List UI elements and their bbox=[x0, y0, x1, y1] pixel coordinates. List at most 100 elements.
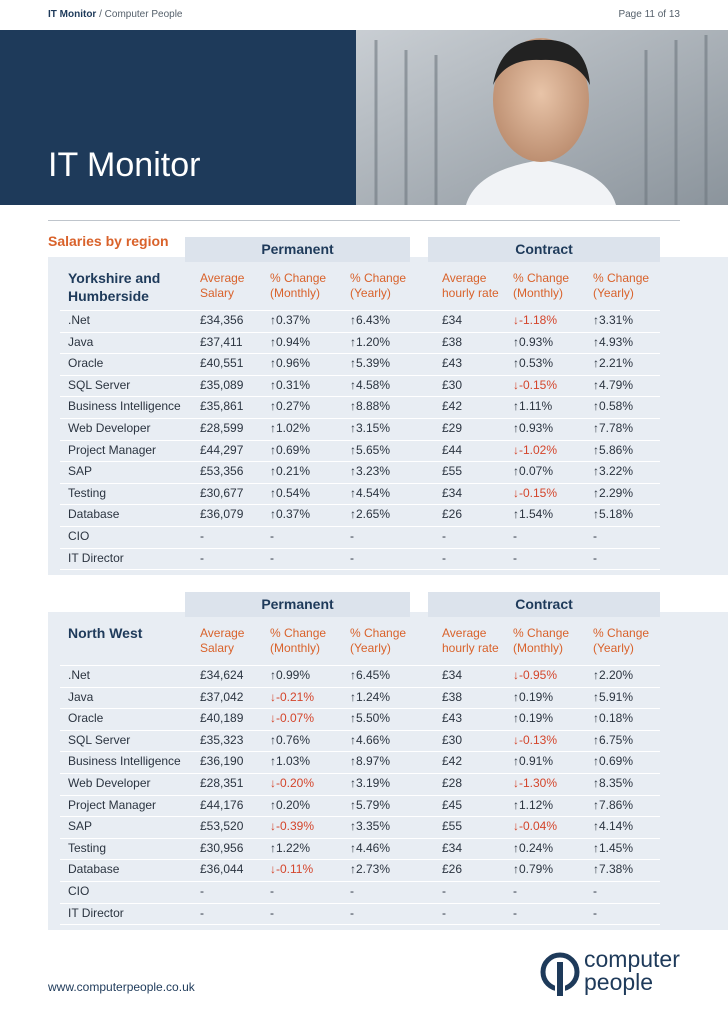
row-separator bbox=[60, 794, 660, 796]
table-cell: - bbox=[513, 905, 517, 920]
table-cell: £45 bbox=[442, 797, 463, 812]
table-cell: ↑0.19% bbox=[513, 711, 554, 726]
table-cell: ↑1.22% bbox=[270, 840, 311, 855]
hair bbox=[493, 39, 590, 85]
table-cell: ↑2.29% bbox=[593, 485, 634, 500]
table-cell: ↑0.53% bbox=[513, 356, 554, 371]
column-header: % Change (Monthly) bbox=[513, 271, 570, 300]
table-cell: £35,861 bbox=[200, 399, 244, 414]
row-label: IT Director bbox=[68, 550, 124, 565]
row-label: Database bbox=[68, 862, 120, 877]
table-cell: £34 bbox=[442, 485, 463, 500]
row-separator bbox=[60, 902, 660, 904]
table-cell: ↑3.31% bbox=[593, 313, 634, 327]
table-cell: ↑5.50% bbox=[350, 711, 391, 726]
shirt bbox=[466, 160, 616, 205]
table-cell: £34 bbox=[442, 668, 463, 682]
row-separator bbox=[60, 881, 660, 882]
column-header: % Change (Yearly) bbox=[593, 626, 650, 655]
table-cell: ↑7.86% bbox=[593, 797, 634, 812]
logo-line: people bbox=[584, 969, 654, 995]
table-cell: £28 bbox=[442, 776, 463, 790]
column-header: Average hourly rate bbox=[442, 271, 499, 300]
table-cell: £36,044 bbox=[200, 862, 244, 877]
table-cell: ↑0.69% bbox=[593, 754, 634, 769]
table-cell: £28,351 bbox=[200, 776, 244, 790]
table-cell: ↓-0.04% bbox=[513, 819, 558, 834]
table-cell: £43 bbox=[442, 711, 463, 726]
table-cell: ↑0.27% bbox=[270, 399, 311, 414]
table-cell: £36,190 bbox=[200, 754, 244, 769]
table-cell: ↑6.45% bbox=[350, 668, 391, 682]
table-cell: - bbox=[200, 884, 204, 898]
table-cell: ↑3.23% bbox=[350, 464, 391, 479]
table-cell: ↓-0.15% bbox=[513, 485, 558, 500]
footer-url: www.computerpeople.co.uk bbox=[48, 980, 195, 994]
row-label: Java bbox=[68, 334, 94, 349]
logo-text: computer people bbox=[584, 948, 680, 994]
table-cell: ↑3.35% bbox=[350, 819, 391, 834]
header-left: IT Monitor / Computer People bbox=[48, 9, 183, 20]
table-cell: ↑1.45% bbox=[593, 840, 634, 855]
table-cell: £29 bbox=[442, 421, 463, 435]
table-cell: £42 bbox=[442, 399, 463, 414]
row-separator bbox=[60, 665, 660, 666]
table-cell: - bbox=[270, 905, 274, 920]
header-brand: IT Monitor bbox=[48, 9, 97, 20]
table-cell: ↑7.78% bbox=[593, 421, 634, 435]
table-cell: £34 bbox=[442, 840, 463, 855]
table-cell: ↑0.99% bbox=[270, 668, 311, 682]
table-cell: - bbox=[350, 905, 354, 920]
column-header: % Change (Monthly) bbox=[513, 626, 570, 655]
table-cell: ↑4.58% bbox=[350, 377, 391, 392]
table-cell: ↑0.69% bbox=[270, 442, 311, 457]
row-separator bbox=[60, 396, 660, 398]
salary-table: Permanent Contract North West Average Salar… bbox=[0, 592, 728, 932]
row-separator bbox=[60, 310, 660, 311]
row-separator bbox=[60, 331, 660, 333]
row-separator bbox=[60, 504, 660, 506]
row-separator bbox=[60, 816, 660, 818]
table-cell: £37,042 bbox=[200, 689, 244, 704]
table-cell: ↑1.03% bbox=[270, 754, 311, 769]
row-label: Testing bbox=[68, 840, 107, 855]
row-label: Business Intelligence bbox=[68, 754, 181, 769]
banner bbox=[0, 30, 356, 205]
table-cell: ↑5.18% bbox=[593, 507, 634, 522]
table-cell: £35,089 bbox=[200, 377, 244, 392]
table-cell: ↑5.91% bbox=[593, 689, 634, 704]
table-cell: £44,297 bbox=[200, 442, 244, 457]
row-separator bbox=[60, 686, 660, 688]
table-cell: ↑4.54% bbox=[350, 485, 391, 500]
row-separator bbox=[60, 837, 660, 839]
table-cell: ↑0.93% bbox=[513, 421, 554, 435]
table-cell: ↑0.54% bbox=[270, 485, 311, 500]
table-cell: ↑7.38% bbox=[593, 862, 634, 877]
table-cell: ↑0.31% bbox=[270, 377, 311, 392]
logo-bar bbox=[557, 962, 563, 996]
table-cell: - bbox=[350, 550, 354, 565]
table-cell: ↑4.14% bbox=[593, 819, 634, 834]
table-cell: ↑0.21% bbox=[270, 464, 311, 479]
table-cell: ↑0.37% bbox=[270, 507, 311, 522]
row-label: Database bbox=[68, 507, 120, 522]
table-cell: ↑3.15% bbox=[350, 421, 391, 435]
salary-table: Permanent Contract Yorkshire and Humbersid… bbox=[0, 237, 728, 577]
table-cell: £36,079 bbox=[200, 507, 244, 522]
row-label: Java bbox=[68, 689, 94, 704]
header-subbrand: / Computer People bbox=[99, 9, 183, 20]
row-label: CIO bbox=[68, 884, 90, 898]
table-cell: ↓-1.30% bbox=[513, 776, 558, 790]
table-cell: - bbox=[270, 529, 274, 543]
row-separator bbox=[60, 751, 660, 753]
table-cell: £40,551 bbox=[200, 356, 244, 371]
table-cell: £30,956 bbox=[200, 840, 244, 855]
table-cell: ↑0.24% bbox=[513, 840, 554, 855]
table-cell: ↑0.91% bbox=[513, 754, 554, 769]
table-cell: ↓-0.13% bbox=[513, 732, 558, 747]
table-cell: - bbox=[442, 529, 446, 543]
table-cell: ↑2.65% bbox=[350, 507, 391, 522]
table-cell: £26 bbox=[442, 862, 463, 877]
row-label: SQL Server bbox=[68, 377, 131, 392]
table-cell: ↑0.79% bbox=[513, 862, 554, 877]
